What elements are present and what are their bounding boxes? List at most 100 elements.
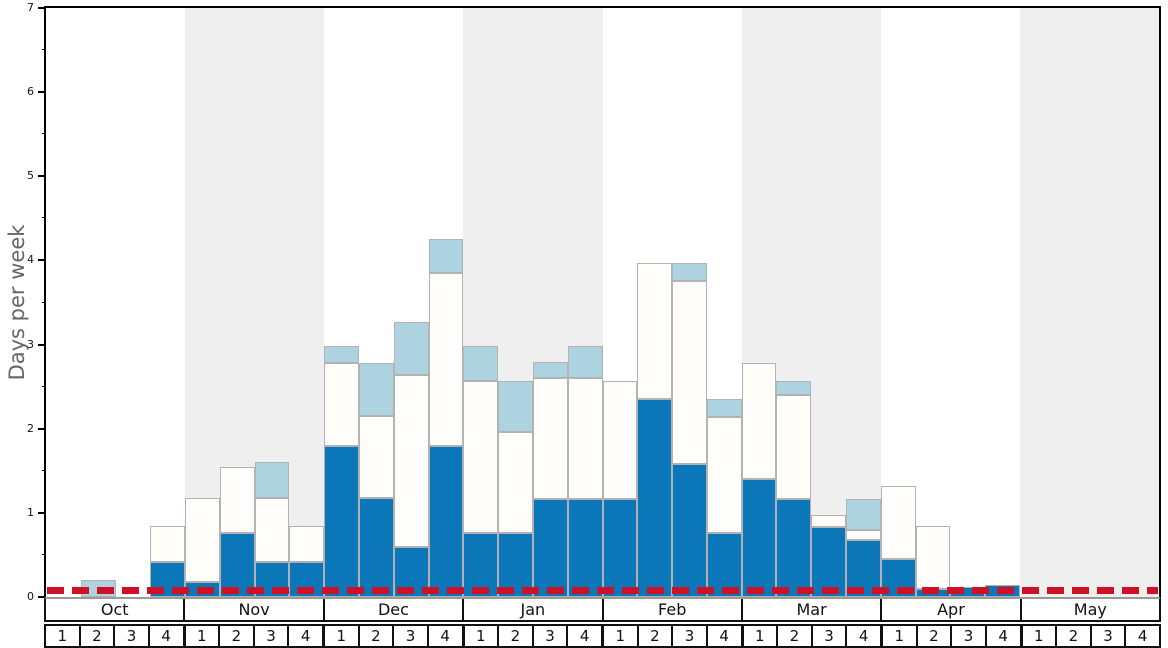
week-cell-may-4: 4	[1124, 626, 1159, 646]
y-tick-major	[38, 427, 46, 430]
y-axis: 0 1 2 3 4 5 6 7	[0, 1, 46, 603]
week-cell-dec-2: 2	[357, 626, 393, 646]
bar-segment-dark_blue_bottom	[706, 533, 742, 597]
bar-segment-white_middle	[463, 380, 499, 534]
month-cell-feb: Feb	[601, 599, 741, 620]
y-tick-major	[38, 596, 46, 598]
y-tick-label: 1	[27, 505, 34, 519]
week-cell-apr-1: 1	[880, 626, 916, 646]
bar-segment-light_blue_top	[672, 262, 707, 282]
bar-segment-white_middle	[532, 378, 568, 499]
y-tick-label: 7	[27, 1, 34, 14]
bar-segment-dark_blue_bottom	[672, 464, 707, 597]
week-cell-apr-2: 2	[915, 626, 951, 646]
bar-segment-light_blue_top	[463, 346, 499, 381]
week-cell-may-2: 2	[1055, 626, 1090, 646]
week-cell-dec-4: 4	[426, 626, 462, 646]
week-cell-mar-2: 2	[776, 626, 811, 646]
bar-segment-white_middle	[567, 378, 603, 499]
bar-segment-white_middle	[393, 374, 429, 547]
week-cell-jan-2: 2	[497, 626, 532, 646]
week-cell-oct-2: 2	[78, 626, 114, 646]
week-cell-jan-1: 1	[461, 626, 498, 646]
bar-segment-white_middle	[359, 416, 394, 498]
week-cell-apr-3: 3	[950, 626, 985, 646]
y-tick-label: 5	[27, 169, 34, 183]
y-tick-major	[38, 511, 46, 514]
bar-segment-white_middle	[219, 467, 255, 534]
week-cell-mar-1: 1	[740, 626, 777, 646]
month-cell-apr: Apr	[880, 599, 1019, 620]
week-cell-may-3: 3	[1089, 626, 1125, 646]
week-cell-mar-3: 3	[810, 626, 846, 646]
bar-segment-white_middle	[428, 273, 464, 446]
bar-segment-light_blue_top	[324, 346, 360, 364]
bar-segment-dark_blue_bottom	[602, 498, 638, 597]
month-cell-oct: Oct	[100, 600, 129, 619]
week-cell-feb-2: 2	[636, 626, 672, 646]
week-cell-nov-4: 4	[287, 626, 322, 646]
bar-segment-white_middle	[150, 526, 186, 562]
week-cell-dec-1: 1	[322, 626, 358, 646]
bar-segment-white_middle	[706, 416, 742, 534]
bar-segment-white_middle	[672, 281, 707, 465]
bar-segment-dark_blue_bottom	[776, 498, 812, 597]
bar-segment-light_blue_top	[532, 362, 568, 379]
plot-area	[44, 6, 1161, 598]
bar-segment-white_middle	[254, 497, 290, 562]
bar-segment-light_blue_top	[359, 363, 394, 417]
y-tick-major	[38, 91, 46, 94]
bar-segment-light_blue_top	[845, 498, 881, 530]
bar-segment-white_middle	[915, 526, 951, 589]
week-cell-may-1: 1	[1019, 626, 1056, 646]
bar-segment-white_middle	[845, 529, 881, 540]
week-cell-mar-4: 4	[845, 626, 880, 646]
bar-segment-light_blue_top	[498, 380, 533, 433]
bar-segment-dark_blue_bottom	[498, 533, 533, 597]
y-tick-major	[38, 7, 46, 9]
bar-segment-light_blue_top	[428, 239, 464, 274]
bar-segment-white_middle	[602, 380, 638, 499]
week-cell-dec-3: 3	[392, 626, 427, 646]
bar-segment-white_middle	[637, 262, 673, 400]
bar-segment-white_middle	[498, 432, 533, 534]
week-cell-nov-3: 3	[252, 626, 288, 646]
week-cell-oct-4: 4	[147, 626, 183, 646]
week-cell-feb-3: 3	[671, 626, 706, 646]
y-tick-major	[38, 259, 46, 262]
bar-segment-light_blue_top	[706, 399, 742, 417]
y-tick-major	[38, 343, 46, 346]
bar-segment-white_middle	[776, 395, 812, 499]
y-tick-major	[38, 175, 46, 178]
bar-segment-dark_blue_bottom	[324, 445, 360, 597]
bar-segment-dark_blue_bottom	[532, 498, 568, 597]
bar-segment-dark_blue_bottom	[359, 497, 394, 597]
bar-segment-dark_blue_bottom	[219, 533, 255, 597]
y-tick-label: 4	[27, 253, 34, 267]
y-tick-label: 0	[27, 590, 34, 603]
bar-segment-dark_blue_bottom	[428, 445, 464, 597]
month-band-may	[1019, 8, 1159, 597]
bar-segment-white_middle	[289, 526, 325, 562]
zero-reference-dashed-line	[47, 587, 1158, 594]
week-cell-oct-3: 3	[113, 626, 148, 646]
y-tick-label: 3	[27, 337, 34, 351]
week-cell-nov-2: 2	[218, 626, 253, 646]
week-cell-nov-1: 1	[182, 626, 219, 646]
bar-segment-white_middle	[741, 363, 777, 480]
bar-segment-light_blue_top	[567, 346, 603, 379]
bar-segment-dark_blue_bottom	[741, 479, 777, 597]
bar-segment-dark_blue_bottom	[463, 533, 499, 597]
week-cell-jan-4: 4	[566, 626, 601, 646]
bar-segment-dark_blue_bottom	[637, 399, 673, 597]
week-cell-oct-1: 1	[57, 627, 68, 645]
month-label-row: Oct Nov Dec Jan Feb Mar Apr May	[44, 598, 1161, 622]
bar-segment-dark_blue_bottom	[811, 527, 846, 597]
week-cell-feb-4: 4	[705, 626, 741, 646]
bar-segment-white_middle	[185, 497, 220, 582]
bar-segment-white_middle	[811, 515, 846, 528]
bar-segment-white_middle	[880, 485, 916, 560]
bar-segment-light_blue_top	[776, 380, 812, 396]
